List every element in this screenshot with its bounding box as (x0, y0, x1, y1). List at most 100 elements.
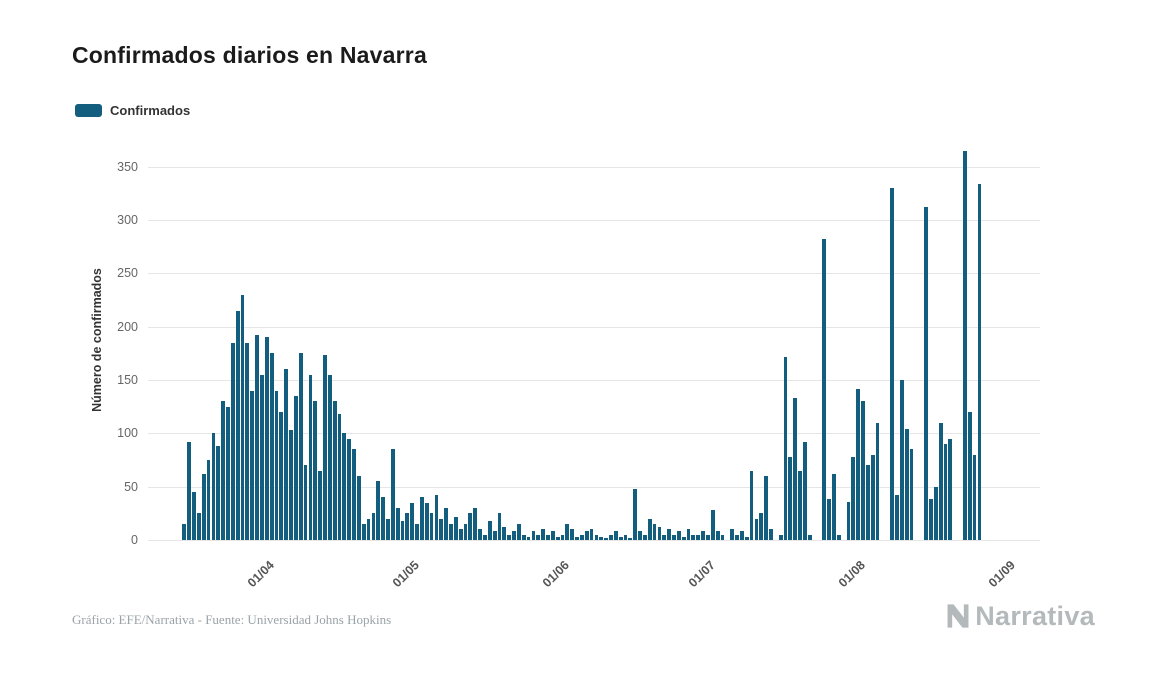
bar[interactable] (594, 534, 599, 540)
bar[interactable] (497, 513, 502, 540)
bar[interactable] (444, 508, 449, 540)
bar[interactable] (870, 454, 875, 540)
bar[interactable] (555, 536, 560, 540)
bar[interactable] (550, 531, 555, 540)
bar[interactable] (274, 390, 279, 540)
bar[interactable] (337, 414, 342, 540)
bar[interactable] (584, 531, 589, 540)
bar[interactable] (264, 337, 269, 540)
bar[interactable] (730, 529, 735, 540)
bar[interactable] (657, 527, 662, 540)
bar[interactable] (531, 531, 536, 540)
legend-item[interactable]: Confirmados (75, 103, 190, 118)
bar[interactable] (206, 460, 211, 540)
bar[interactable] (822, 239, 827, 540)
bar[interactable] (929, 499, 933, 540)
bar[interactable] (643, 534, 647, 540)
bar[interactable] (502, 527, 507, 540)
bar[interactable] (293, 396, 298, 540)
bar[interactable] (933, 486, 938, 540)
bar[interactable] (783, 356, 788, 540)
bar[interactable] (235, 310, 240, 540)
bar[interactable] (458, 529, 463, 540)
bar[interactable] (754, 518, 759, 540)
bar[interactable] (187, 441, 192, 540)
bar[interactable] (216, 446, 221, 540)
bar[interactable] (260, 374, 264, 540)
bar[interactable] (420, 497, 424, 540)
bar[interactable] (589, 529, 594, 540)
bar[interactable] (371, 513, 376, 540)
bar[interactable] (361, 524, 366, 540)
bar[interactable] (686, 529, 691, 540)
bar[interactable] (807, 534, 812, 540)
bar[interactable] (633, 488, 638, 540)
bar[interactable] (347, 438, 352, 540)
bar[interactable] (943, 444, 948, 540)
bar[interactable] (284, 369, 289, 540)
bar[interactable] (376, 481, 381, 540)
bar[interactable] (832, 473, 836, 540)
bar[interactable] (449, 524, 453, 540)
bar[interactable] (977, 183, 982, 540)
bar[interactable] (861, 401, 865, 540)
bar[interactable] (463, 524, 468, 540)
bar[interactable] (948, 438, 953, 540)
bar[interactable] (546, 534, 550, 540)
bar[interactable] (720, 534, 725, 540)
bar[interactable] (691, 534, 696, 540)
bar[interactable] (647, 518, 652, 540)
bar[interactable] (289, 430, 293, 540)
bar[interactable] (255, 335, 259, 540)
bar[interactable] (536, 534, 541, 540)
bar[interactable] (676, 531, 681, 540)
bar[interactable] (308, 374, 313, 540)
bar[interactable] (211, 433, 216, 540)
bar[interactable] (866, 465, 870, 540)
bar[interactable] (667, 529, 672, 540)
bar[interactable] (356, 476, 361, 540)
bar[interactable] (609, 534, 613, 540)
bar[interactable] (512, 531, 516, 540)
bar[interactable] (749, 470, 754, 540)
bar[interactable] (706, 534, 710, 540)
bar[interactable] (623, 534, 628, 540)
bar[interactable] (221, 401, 226, 540)
bar[interactable] (269, 353, 274, 540)
bar[interactable] (613, 531, 618, 540)
bar[interactable] (541, 529, 545, 540)
bar[interactable] (182, 524, 187, 540)
bar[interactable] (453, 516, 458, 540)
bar[interactable] (245, 342, 250, 540)
bar[interactable] (909, 449, 914, 540)
bar[interactable] (390, 449, 395, 540)
bar[interactable] (468, 513, 473, 540)
bar[interactable] (395, 508, 400, 540)
bar[interactable] (507, 534, 512, 540)
bar[interactable] (962, 150, 967, 540)
bar[interactable] (856, 388, 861, 540)
bar[interactable] (701, 531, 705, 540)
bar[interactable] (710, 510, 715, 540)
bar[interactable] (715, 531, 720, 540)
bar[interactable] (938, 422, 943, 540)
bar[interactable] (386, 518, 390, 540)
bar[interactable] (579, 534, 584, 540)
bar[interactable] (429, 513, 434, 540)
bar[interactable] (201, 473, 206, 540)
bar[interactable] (672, 534, 676, 540)
bar[interactable] (778, 534, 783, 540)
bar[interactable] (323, 355, 327, 540)
bar[interactable] (352, 449, 356, 540)
bar[interactable] (526, 536, 531, 540)
bar[interactable] (890, 188, 895, 540)
bar[interactable] (483, 534, 487, 540)
bar[interactable] (759, 513, 764, 540)
bar[interactable] (192, 492, 196, 540)
bar[interactable] (851, 456, 856, 540)
bar[interactable] (739, 531, 744, 540)
bar[interactable] (599, 536, 604, 540)
bar[interactable] (652, 524, 657, 540)
bar[interactable] (279, 412, 284, 540)
bar[interactable] (381, 497, 385, 540)
